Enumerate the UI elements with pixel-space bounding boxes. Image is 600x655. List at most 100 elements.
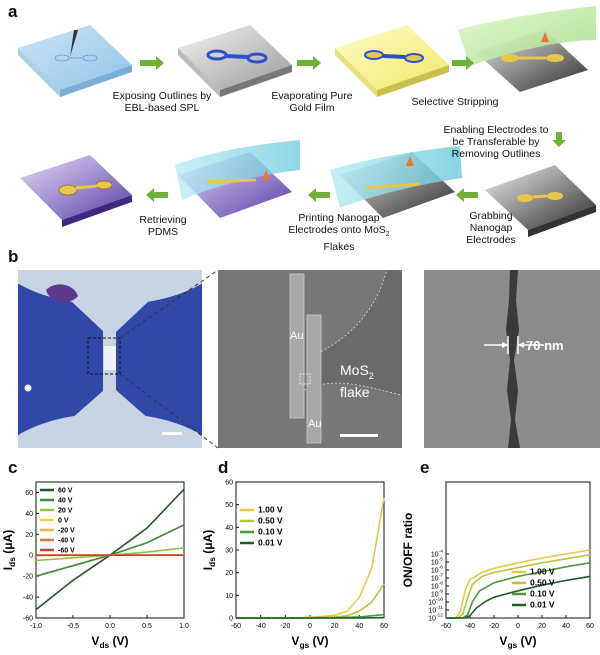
step1-caption: Exposing Outlines by EBL-based SPL (112, 90, 212, 114)
step3-substrate (335, 25, 449, 97)
legend-label: 40 V (58, 498, 73, 505)
x-tick-label: 1.0 (179, 623, 189, 630)
chart-d: -60 -40 -20 0 20 40 60 0 10 20 30 40 50 60 Vgs (V) Ids … (201, 480, 388, 651)
x-axis-label: Vds (V) (91, 634, 128, 650)
x-tick-label: -0.5 (67, 623, 79, 630)
legend-label: 60 V (58, 488, 73, 495)
mos2-text: MoS (340, 362, 369, 378)
y-tick-label: 30 (225, 548, 233, 555)
y-tick-label: 50 (225, 502, 233, 509)
y-axis-label: Ids (μA) (1, 530, 17, 570)
legend-label: 0.50 V (258, 516, 283, 526)
y-tick-label: 10-4 (431, 549, 443, 559)
series-line (446, 562, 591, 619)
legend-label: 0.01 V (258, 538, 283, 548)
y-tick-label: -20 (23, 574, 33, 581)
gap-sem-micrograph (424, 270, 600, 448)
step4-caption: Enabling Electrodes to be Transferable b… (443, 124, 549, 160)
step6-sub: 2 (385, 231, 390, 239)
mos2-label: MoS2 flake (340, 362, 374, 400)
x-tick-label: -40 (256, 623, 266, 630)
step3-caption: Selective Stripping (411, 96, 499, 108)
step1-substrate (18, 25, 132, 97)
flake-text: flake (340, 383, 370, 400)
au-label-top: Au (290, 330, 304, 342)
legend-label: -60 V (58, 548, 75, 555)
y-tick-label: 10-7 (431, 573, 443, 583)
y-tick-label: 10-6 (431, 565, 443, 575)
x-tick-label: 40 (355, 623, 363, 630)
y-tick-label: 10-11 (428, 605, 443, 615)
x-tick-label: 60 (586, 623, 594, 630)
x-tick-label: 40 (562, 623, 570, 630)
step6-substrate (330, 146, 462, 218)
y-tick-label: 20 (25, 532, 33, 539)
x-tick-label: 0 (308, 623, 312, 630)
y-tick-label: 10-9 (431, 589, 443, 599)
y-tick-label: 10-5 (431, 557, 443, 567)
legend-label: 1.00 V (530, 567, 555, 577)
y-tick-label: 60 (25, 490, 33, 497)
legend-label: -20 V (58, 528, 75, 535)
y-tick-label: 40 (225, 525, 233, 532)
legend-label: -40 V (58, 538, 75, 545)
legend-label: 1.00 V (258, 505, 283, 515)
x-tick-label: 0 (516, 623, 520, 630)
gap-width-label: 70 nm (526, 338, 564, 353)
step6-caption: Printing Nanogap Electrodes onto MoS2 Fl… (285, 212, 393, 253)
y-tick-label: 40 (25, 511, 33, 518)
sem-micrograph-art (218, 270, 402, 448)
legend-label: 0 V (58, 518, 69, 525)
y-tick-label: 0 (29, 553, 33, 560)
x-tick-label: 20 (538, 623, 546, 630)
series-line (446, 575, 591, 619)
x-tick-label: 0.5 (142, 623, 152, 630)
y-tick-label: 10 (225, 593, 233, 600)
plot-frame (235, 481, 385, 619)
y-tick-label: 20 (225, 570, 233, 577)
legend-label: 20 V (58, 508, 73, 515)
row2-arrows (146, 188, 478, 202)
mos2-sub: 2 (368, 370, 374, 381)
x-axis-label: Vgs (V) (291, 634, 328, 650)
x-tick-label: -20 (489, 623, 499, 630)
x-tick-label: -20 (280, 623, 290, 630)
series-line (446, 549, 591, 619)
panel-d-label: d (218, 458, 229, 477)
panel-a-schematic (18, 6, 596, 237)
panel-c-label: c (8, 458, 18, 477)
step5-substrate (485, 165, 596, 237)
legend-label: 0.10 V (258, 527, 283, 537)
step2-substrate (178, 25, 292, 97)
y-tick-label: 10-10 (428, 597, 443, 607)
legend-label: 0.10 V (530, 589, 555, 599)
step8-substrate (20, 155, 132, 227)
legend-label: 0.01 V (530, 600, 555, 610)
chart-c: -1.0 -0.5 0.0 0.5 1.0 -60 -40 -20 0 20 40 60 Vds (V)… (1, 481, 189, 650)
step2-caption: Evaporating Pure Gold Film (271, 90, 353, 114)
panel-e-label: e (420, 458, 430, 477)
y-tick-label: -60 (23, 616, 33, 623)
y-axis-label: ON/OFF ratio (401, 513, 415, 588)
x-tick-label: 0.0 (105, 623, 115, 630)
x-tick-label: -60 (231, 623, 241, 630)
step4-substrate (458, 6, 596, 92)
y-tick-label: 60 (225, 480, 233, 487)
y-tick-label: 10-12 (428, 613, 443, 623)
y-axis-label: Ids (μA) (201, 530, 217, 570)
row1-arrows (140, 56, 566, 147)
x-tick-label: -1.0 (30, 623, 42, 630)
step7-caption: Retrieving PDMS (139, 214, 187, 238)
series-line (446, 554, 591, 619)
x-tick-label: -60 (441, 623, 451, 630)
step7-substrate (175, 140, 300, 218)
au-label-bottom: Au (308, 418, 322, 430)
chart-e: -60 -40 -20 0 20 40 6010-1210-1110-1010-910-81… (401, 481, 594, 650)
x-tick-label: 20 (331, 623, 339, 630)
optical-micrograph (18, 270, 202, 448)
step5-caption: Grabbing Nanogap Electrodes (466, 210, 516, 246)
optical-micrograph-art (18, 270, 202, 448)
x-axis-label: Vgs (V) (499, 634, 536, 650)
panel-b-label: b (8, 247, 19, 266)
y-tick-label: -40 (23, 595, 33, 602)
